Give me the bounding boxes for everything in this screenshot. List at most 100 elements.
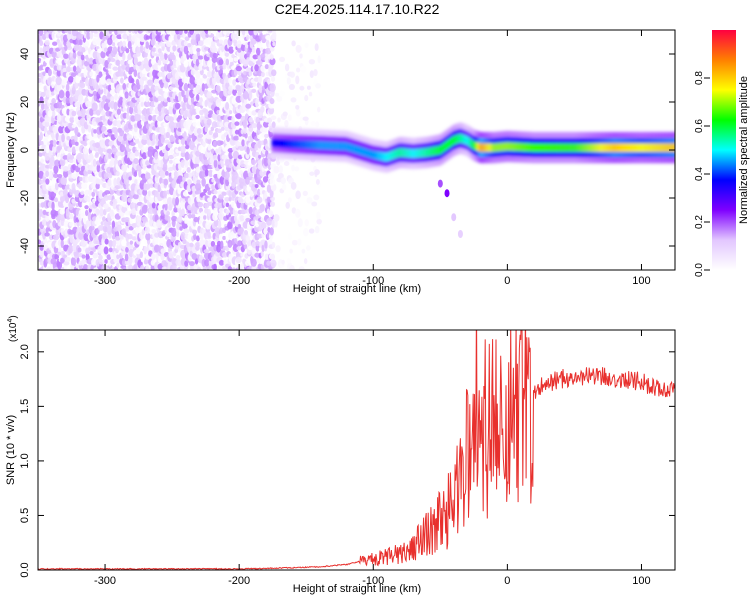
noise-cell bbox=[265, 34, 272, 41]
noise-cell bbox=[286, 258, 292, 264]
noise-cell bbox=[299, 53, 303, 59]
noise-cell bbox=[124, 91, 129, 99]
noise-cell bbox=[272, 31, 277, 40]
noise-cell bbox=[197, 201, 204, 208]
noise-cell bbox=[195, 235, 200, 242]
noise-cell bbox=[193, 216, 199, 223]
ridge-cell bbox=[655, 143, 659, 152]
spectral-blob bbox=[444, 189, 450, 198]
noise-cell bbox=[106, 148, 113, 154]
noise-cell bbox=[157, 30, 161, 33]
ridge-cell bbox=[402, 148, 405, 158]
noise-cell bbox=[184, 151, 190, 161]
noise-cell bbox=[207, 143, 212, 151]
noise-cell bbox=[144, 226, 150, 235]
noise-cell bbox=[188, 261, 195, 267]
noise-cell bbox=[64, 30, 69, 33]
noise-cell bbox=[263, 228, 268, 235]
noise-cell bbox=[217, 219, 222, 229]
ridge-cell bbox=[601, 143, 604, 152]
noise-cell bbox=[158, 110, 162, 117]
noise-cell bbox=[211, 184, 216, 191]
noise-cell bbox=[289, 264, 295, 270]
noise-cell bbox=[189, 30, 195, 35]
ridge-cell bbox=[410, 149, 413, 158]
noise-cell bbox=[204, 108, 209, 118]
noise-cell bbox=[139, 96, 145, 103]
noise-cell bbox=[89, 225, 95, 231]
noise-cell bbox=[137, 178, 141, 185]
ridge-cell bbox=[547, 143, 550, 152]
noise-cell bbox=[216, 240, 222, 247]
noise-cell bbox=[150, 38, 156, 46]
ridge-cell bbox=[460, 134, 464, 143]
noise-cell bbox=[237, 240, 243, 247]
noise-cell bbox=[182, 190, 190, 197]
noise-cell bbox=[193, 233, 197, 241]
noise-cell bbox=[63, 261, 70, 266]
noise-cell bbox=[167, 222, 172, 228]
noise-cell bbox=[306, 245, 311, 251]
noise-cell bbox=[225, 177, 230, 187]
noise-cell bbox=[125, 246, 129, 253]
noise-cell bbox=[240, 252, 244, 257]
noise-cell bbox=[81, 46, 86, 53]
noise-cell bbox=[167, 116, 175, 122]
noise-cell bbox=[239, 215, 245, 221]
noise-cell bbox=[98, 64, 102, 71]
noise-cell bbox=[181, 126, 185, 134]
noise-cell bbox=[227, 90, 233, 95]
y-tick-label: 0.0 bbox=[19, 562, 31, 577]
noise-cell bbox=[180, 151, 186, 158]
ridge-cell bbox=[374, 150, 377, 160]
noise-cell bbox=[139, 196, 145, 202]
noise-cell bbox=[66, 136, 71, 141]
noise-cell bbox=[77, 247, 82, 253]
noise-cell bbox=[263, 127, 268, 133]
noise-cell bbox=[89, 250, 94, 256]
noise-cell bbox=[73, 251, 80, 259]
noise-cell bbox=[228, 190, 232, 198]
noise-cell bbox=[134, 137, 140, 144]
noise-cell bbox=[306, 197, 313, 204]
noise-cell bbox=[44, 121, 50, 128]
noise-cell bbox=[80, 207, 85, 213]
noise-cell bbox=[232, 244, 239, 253]
noise-cell bbox=[304, 219, 309, 227]
noise-cell bbox=[261, 221, 267, 229]
noise-cell bbox=[68, 75, 74, 83]
noise-cell bbox=[174, 102, 181, 110]
noise-cell bbox=[208, 129, 213, 136]
noise-cell bbox=[84, 205, 89, 210]
noise-cell bbox=[260, 250, 264, 258]
noise-cell bbox=[111, 220, 116, 230]
ridge-cell bbox=[307, 140, 311, 150]
ridge-cell bbox=[647, 143, 651, 152]
noise-cell bbox=[218, 59, 224, 66]
noise-cell bbox=[114, 184, 122, 190]
noise-cell bbox=[302, 190, 308, 197]
ridge-cell bbox=[359, 146, 363, 156]
noise-cell bbox=[98, 71, 103, 79]
noise-cell bbox=[118, 71, 125, 77]
noise-cell bbox=[74, 134, 78, 143]
noise-cell bbox=[85, 40, 90, 47]
spectral-blob bbox=[457, 230, 463, 238]
ridge-cell bbox=[561, 143, 564, 152]
noise-cell bbox=[80, 190, 85, 195]
noise-cell bbox=[69, 96, 74, 105]
spectrogram-y-axis: -40 -20 0 20 40 bbox=[19, 48, 675, 254]
ridge-cell bbox=[366, 148, 369, 158]
noise-cell bbox=[161, 266, 166, 270]
noise-cell bbox=[92, 90, 98, 97]
noise-cell bbox=[195, 166, 201, 174]
colorbar-tick-label: 0.2 bbox=[694, 215, 705, 229]
noise-cell bbox=[270, 115, 277, 121]
ridge-cell bbox=[635, 143, 639, 152]
noise-cell bbox=[85, 100, 92, 108]
noise-cell bbox=[204, 169, 209, 177]
noise-cell bbox=[167, 215, 171, 223]
noise-cell bbox=[142, 189, 148, 196]
noise-cell bbox=[234, 211, 239, 217]
